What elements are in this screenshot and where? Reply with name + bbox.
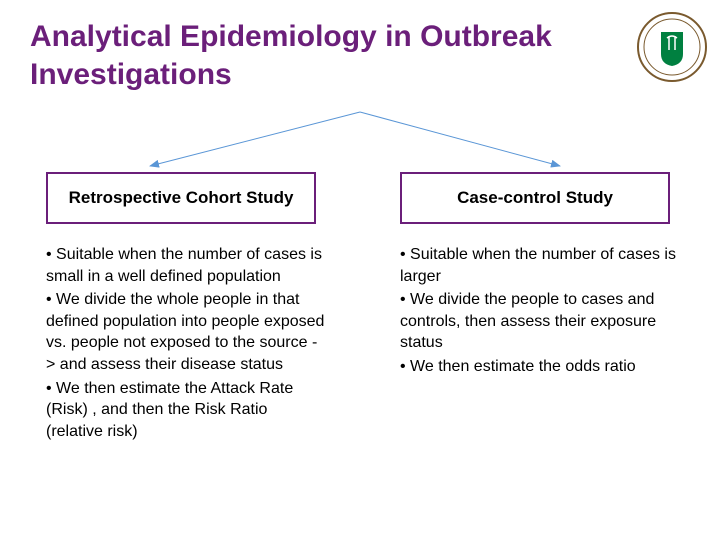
box-cohort-label: Retrospective Cohort Study [69,188,294,208]
bullet-item: • Suitable when the number of cases is l… [400,244,680,287]
slide-title: Analytical Epidemiology in Outbreak Inve… [30,18,590,93]
box-case-control-label: Case-control Study [457,188,613,208]
bullets-left: • Suitable when the number of cases is s… [46,244,326,444]
bullet-item: • Suitable when the number of cases is s… [46,244,326,287]
bullet-item: • We then estimate the odds ratio [400,356,680,378]
university-logo [635,10,709,84]
arrow-right [360,112,560,166]
bullets-right: • Suitable when the number of cases is l… [400,244,680,380]
box-cohort: Retrospective Cohort Study [46,172,316,224]
arrow-left [150,112,360,166]
branch-arrows [90,108,630,172]
bullet-item: • We divide the people to cases and cont… [400,289,680,354]
shield-icon [661,32,683,66]
bullet-item: • We divide the whole people in that def… [46,289,326,375]
box-case-control: Case-control Study [400,172,670,224]
bullet-item: • We then estimate the Attack Rate (Risk… [46,378,326,443]
